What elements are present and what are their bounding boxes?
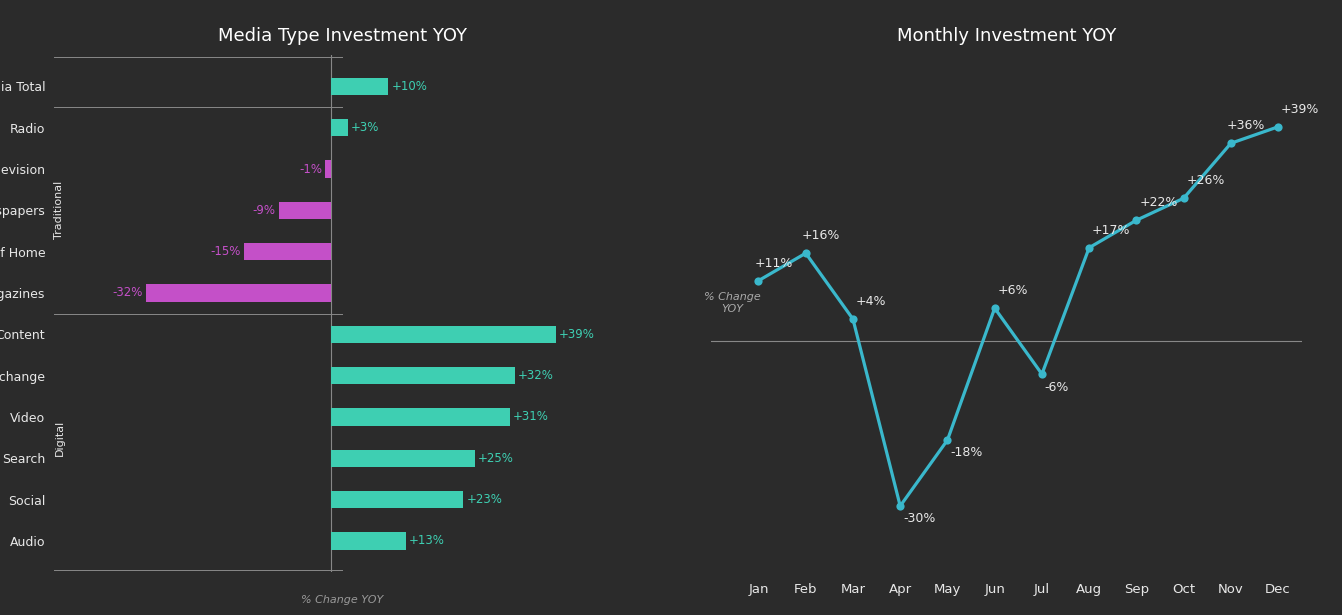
Point xyxy=(937,435,958,445)
Text: -30%: -30% xyxy=(903,512,935,525)
Text: -32%: -32% xyxy=(113,287,144,300)
Text: +10%: +10% xyxy=(392,80,427,93)
Point xyxy=(1031,369,1052,379)
Text: +13%: +13% xyxy=(408,534,444,547)
Bar xyxy=(279,202,330,219)
Point xyxy=(984,303,1005,313)
Text: % Change YOY: % Change YOY xyxy=(301,595,384,605)
Bar xyxy=(330,532,405,550)
Bar xyxy=(330,367,515,384)
Text: -18%: -18% xyxy=(950,446,982,459)
Text: % Change
YOY: % Change YOY xyxy=(705,292,761,314)
Text: +31%: +31% xyxy=(513,410,549,424)
Bar xyxy=(244,243,330,260)
Bar xyxy=(330,77,388,95)
Text: +16%: +16% xyxy=(801,229,840,242)
Text: +17%: +17% xyxy=(1092,224,1130,237)
Bar xyxy=(330,408,510,426)
Text: +39%: +39% xyxy=(1280,103,1319,116)
Point xyxy=(1267,122,1288,132)
Point xyxy=(1126,215,1147,225)
Point xyxy=(747,276,769,285)
Bar xyxy=(330,450,475,467)
Text: +3%: +3% xyxy=(350,121,380,134)
Title: Monthly Investment YOY: Monthly Investment YOY xyxy=(896,28,1117,46)
Text: Traditional: Traditional xyxy=(55,181,64,239)
Text: Digital: Digital xyxy=(55,419,64,456)
Point xyxy=(1173,193,1194,203)
Text: +25%: +25% xyxy=(478,452,514,465)
Text: +22%: +22% xyxy=(1139,196,1177,209)
Text: +11%: +11% xyxy=(754,256,793,269)
Text: -9%: -9% xyxy=(252,204,276,217)
Text: +23%: +23% xyxy=(466,493,502,506)
Text: +4%: +4% xyxy=(856,295,886,308)
Text: -6%: -6% xyxy=(1044,381,1070,394)
Text: +39%: +39% xyxy=(558,328,595,341)
Point xyxy=(1220,138,1241,148)
Text: -1%: -1% xyxy=(299,162,322,175)
Text: -15%: -15% xyxy=(211,245,242,258)
Bar xyxy=(330,119,348,137)
Bar xyxy=(325,161,330,178)
Text: +6%: +6% xyxy=(997,284,1028,297)
Text: +32%: +32% xyxy=(518,369,554,382)
Bar xyxy=(146,284,330,302)
Point xyxy=(890,501,911,511)
Bar xyxy=(330,325,556,343)
Text: +36%: +36% xyxy=(1227,119,1266,132)
Bar xyxy=(330,491,463,509)
Point xyxy=(1079,243,1100,253)
Point xyxy=(794,248,816,258)
Point xyxy=(843,314,864,324)
Text: +26%: +26% xyxy=(1186,174,1225,187)
Title: Media Type Investment YOY: Media Type Investment YOY xyxy=(217,28,467,46)
